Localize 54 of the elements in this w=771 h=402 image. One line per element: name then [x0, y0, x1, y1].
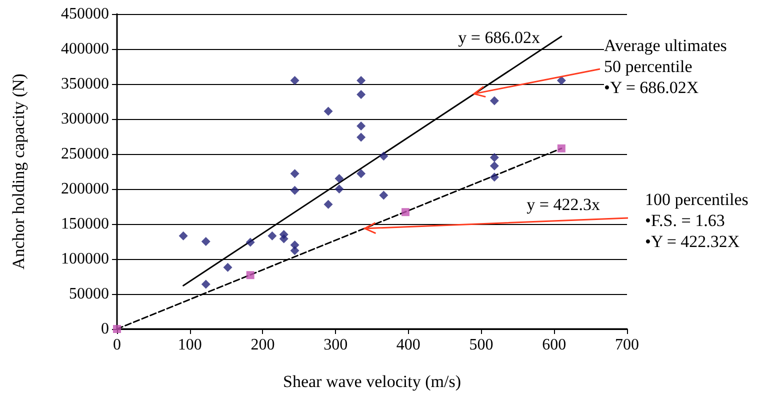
x-tick-label: 100: [178, 336, 202, 354]
x-tick-label: 400: [396, 336, 420, 354]
point: [334, 174, 344, 183]
point: [201, 280, 210, 289]
x-tick-label: 700: [615, 336, 639, 354]
point: [324, 200, 333, 209]
y-tick-label: 50000: [69, 286, 109, 302]
y-tick-label: 250000: [61, 146, 109, 162]
point: [356, 76, 366, 85]
point: [268, 231, 277, 240]
y-tick-label: 300000: [61, 110, 109, 128]
y-tick-label: 0: [101, 320, 109, 338]
annotation: y = 686.02x: [458, 27, 540, 48]
point: [379, 190, 388, 200]
point: [290, 169, 300, 178]
point: [490, 161, 499, 170]
x-tick-label: 300: [324, 336, 348, 354]
y-tick-label: 150000: [61, 216, 109, 232]
point: [356, 169, 366, 178]
point: [490, 153, 499, 162]
y-tick-label: 200000: [61, 180, 109, 198]
point: [356, 132, 366, 142]
point: [201, 237, 210, 246]
x-tick-label: 0: [113, 336, 121, 354]
point: [178, 231, 188, 240]
annotation: Average ultimates 50 percentile •Y = 686.02X: [604, 35, 727, 98]
y-tick-label: 350000: [61, 76, 109, 92]
point: [290, 246, 300, 256]
x-tick-label: 200: [250, 336, 275, 354]
point: [290, 186, 300, 195]
x-axis-title: Shear wave velocity (m/s): [283, 372, 461, 391]
annotation: 100 percentiles •F.S. = 1.63 •Y = 422.32X: [645, 189, 748, 252]
point: [402, 208, 410, 216]
point: [356, 90, 366, 99]
point: [557, 144, 566, 152]
point: [490, 172, 499, 182]
point: [324, 106, 333, 116]
point: [223, 262, 232, 272]
point: [246, 238, 255, 247]
point: [279, 234, 288, 244]
point: [379, 152, 388, 161]
y-tick-label: 100000: [61, 250, 109, 268]
point: [490, 96, 499, 106]
y-tick-label: 400000: [61, 40, 109, 58]
x-tick-label: 600: [542, 336, 566, 354]
x-tick-label: 500: [469, 336, 494, 354]
point: [556, 76, 566, 85]
point: [246, 271, 254, 280]
y-axis-title: Anchor holding capacity (N): [9, 74, 28, 270]
point: [356, 122, 366, 130]
point: [290, 76, 300, 85]
point: [334, 184, 344, 194]
annotation: y = 422.3x: [526, 194, 600, 215]
y-tick-label: 450000: [61, 6, 109, 22]
